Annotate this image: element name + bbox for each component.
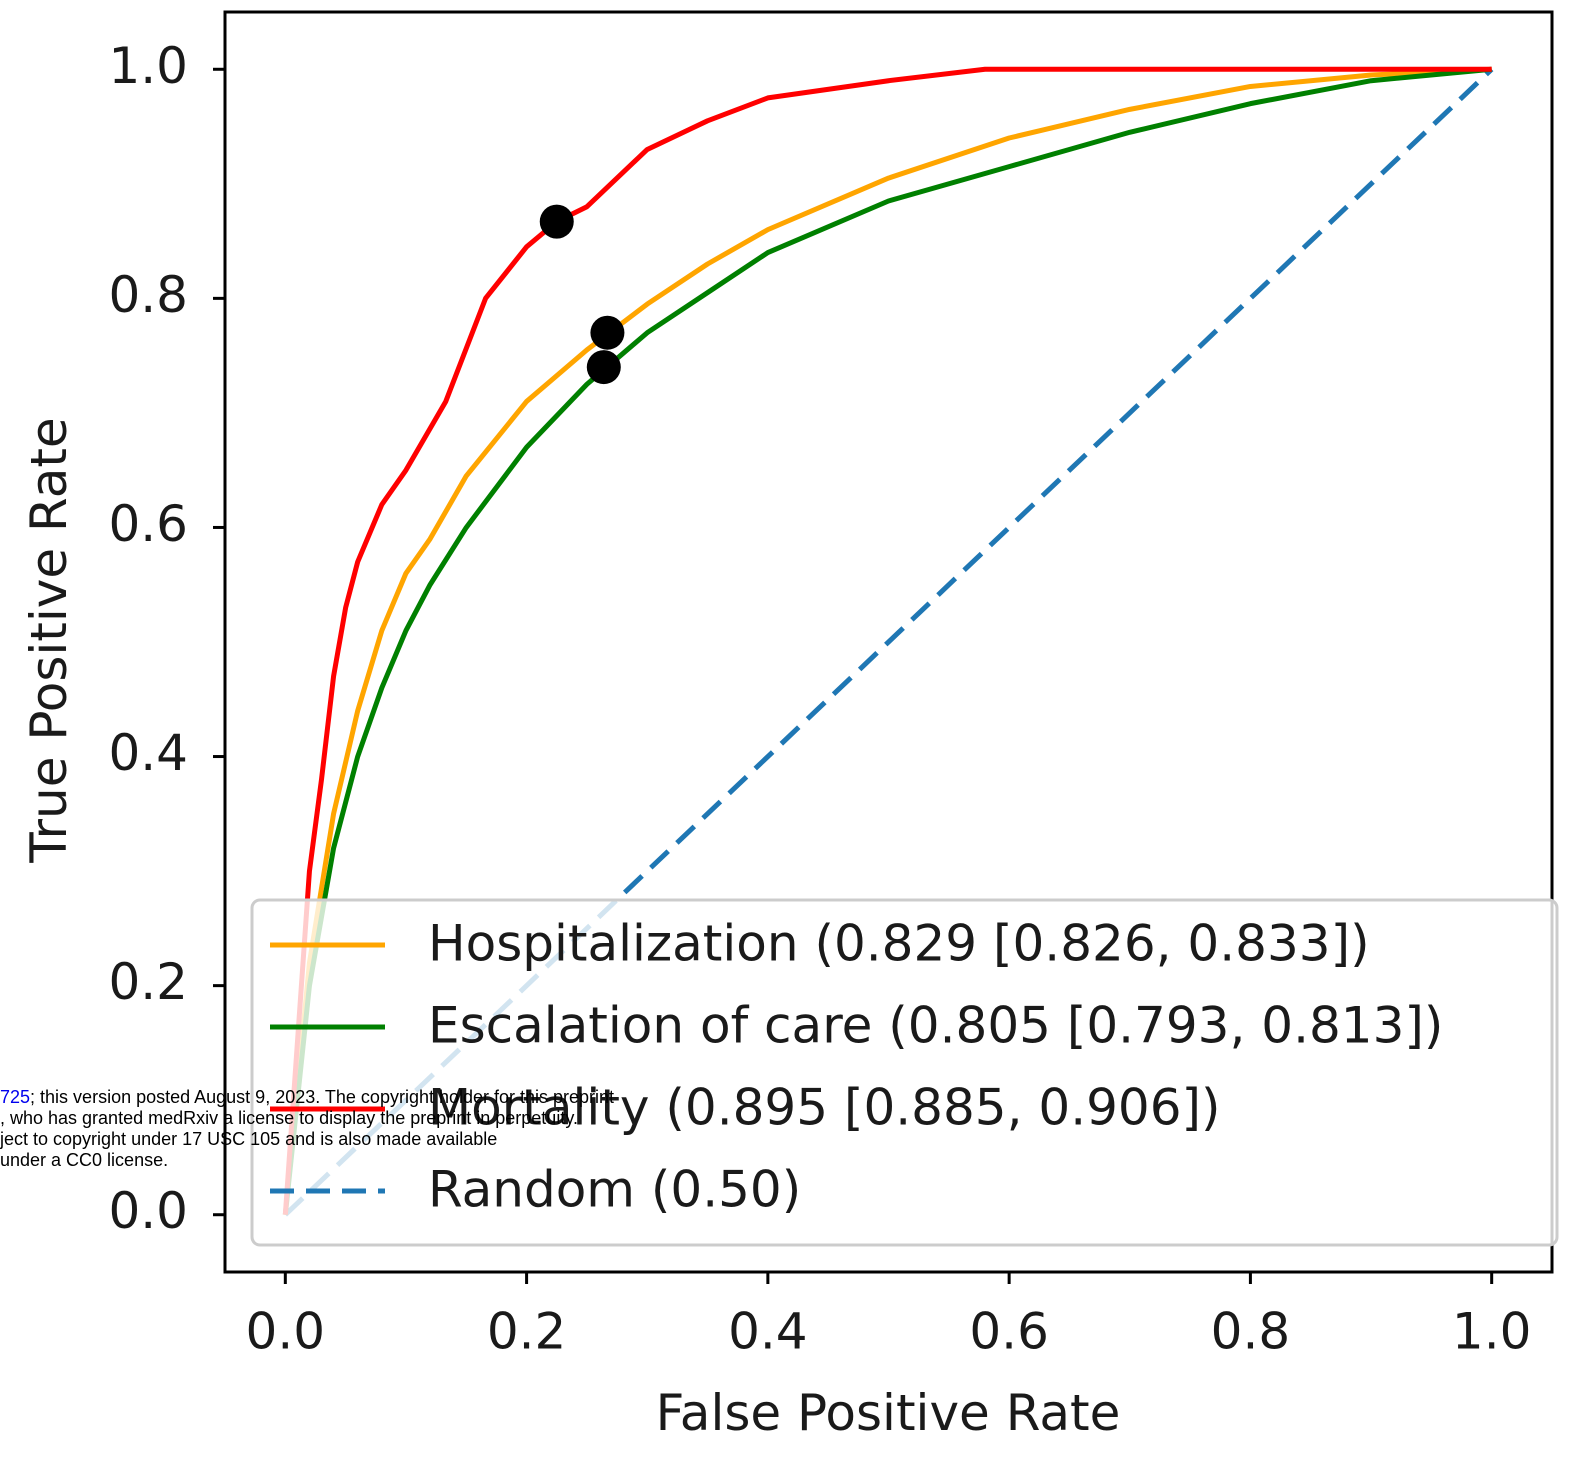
operating-point bbox=[539, 204, 574, 239]
roc-curve bbox=[282, 66, 1492, 1215]
x-tick-label: 0.0 bbox=[246, 1303, 326, 1361]
y-tick-label: 0.2 bbox=[108, 953, 188, 1011]
roc-curve bbox=[282, 66, 1492, 1215]
x-tick-label: 0.8 bbox=[1211, 1303, 1291, 1361]
watermark-line: , who has granted medRxiv a license to d… bbox=[0, 1108, 578, 1128]
legend-label: Hospitalization (0.829 [0.826, 0.833]) bbox=[428, 915, 1370, 973]
legend-label: Mortality (0.895 [0.885, 0.906]) bbox=[428, 1079, 1221, 1137]
axes-frame bbox=[223, 10, 1554, 1274]
legend-label: Random (0.50) bbox=[428, 1161, 801, 1219]
x-tick-label: 0.2 bbox=[487, 1303, 567, 1361]
y-tick-label: 0.0 bbox=[108, 1182, 188, 1240]
watermark-link[interactable]: 725 bbox=[0, 1087, 31, 1107]
watermark-text: ; this version posted August 9, 2023. Th… bbox=[30, 1087, 615, 1107]
roc-curve bbox=[283, 67, 1494, 1217]
x-tick-label: 1.0 bbox=[1452, 1303, 1532, 1361]
x-axis-label: False Positive Rate bbox=[656, 1384, 1121, 1442]
legend-label: Escalation of care (0.805 [0.793, 0.813]… bbox=[428, 997, 1443, 1055]
watermark-line: 725; this version posted August 9, 2023.… bbox=[0, 1087, 614, 1108]
operating-point bbox=[586, 350, 621, 385]
y-tick-label: 1.0 bbox=[108, 37, 188, 95]
roc-curve bbox=[282, 66, 1492, 1215]
operating-point bbox=[590, 315, 625, 350]
y-tick-label: 0.6 bbox=[108, 495, 188, 553]
y-tick-label: 0.8 bbox=[108, 266, 188, 324]
x-tick-label: 0.6 bbox=[969, 1303, 1049, 1361]
x-tick-label: 0.4 bbox=[728, 1303, 808, 1361]
legend-frame bbox=[250, 898, 1559, 1247]
watermark-line: ject to copyright under 17 USC 105 and i… bbox=[0, 1129, 498, 1149]
y-axis-label: True Positive Rate bbox=[20, 417, 78, 863]
plot-area bbox=[282, 66, 1494, 1217]
legend: Hospitalization (0.829 [0.826, 0.833]) Es… bbox=[250, 898, 1559, 1247]
watermark-line: under a CC0 license. bbox=[0, 1150, 169, 1170]
y-tick-label: 0.4 bbox=[108, 724, 188, 782]
